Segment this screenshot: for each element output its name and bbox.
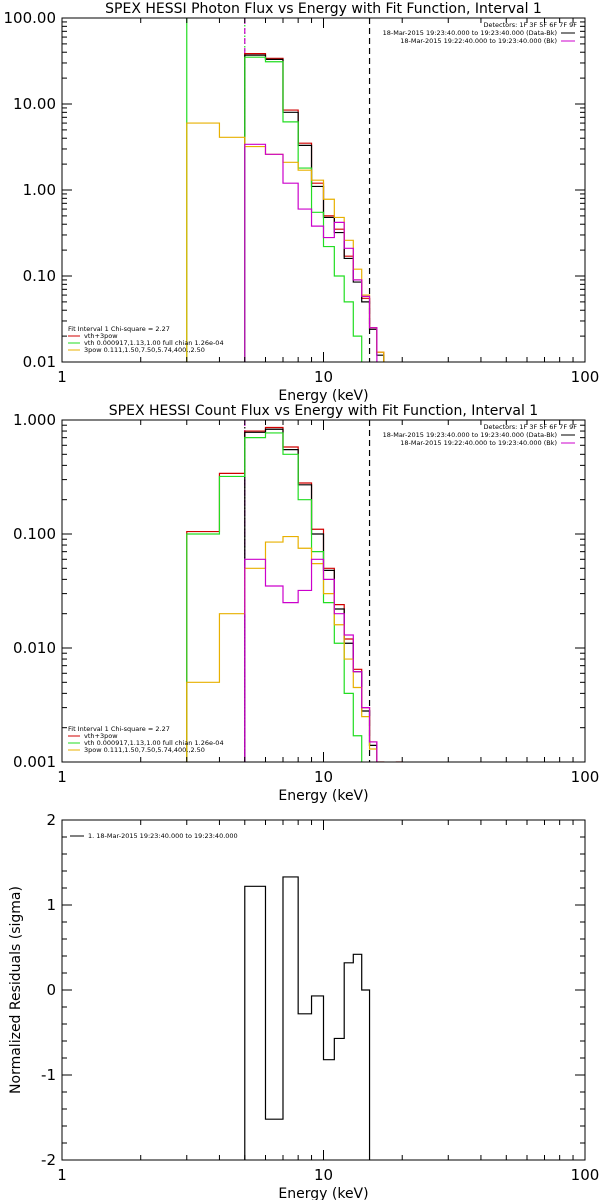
legend-label: vth 0.000917,1.13,1.00 full chian 1.26e-… <box>84 739 224 747</box>
y-tick-label: 0 <box>46 981 56 999</box>
chart-panel-2: SPEX HESSI Count Flux vs Energy with Fit… <box>13 403 599 804</box>
y-axis: 0.001 0.010 0.100 1.000 <box>13 411 585 771</box>
y-tick-label: 0.001 <box>13 753 56 771</box>
y-tick-label: 100.00 <box>4 9 57 27</box>
info-block: Detectors: 1F 3F 5F 6F 7F 9F18-Mar-2015 … <box>383 21 578 45</box>
legend-label: 3pow 0.111,1.50,7.50,5.74,400.,2.50 <box>84 346 205 354</box>
chart-panel-1: SPEX HESSI Photon Flux vs Energy with Fi… <box>4 1 600 404</box>
x-axis: 1 10 100 Energy (keV) <box>57 820 599 1200</box>
plot-area <box>244 876 371 1160</box>
legend-header: Fit Interval 1 Chi-square = 2.27 <box>68 725 170 733</box>
y-tick-label: 2 <box>46 811 56 829</box>
series-nonthermal <box>186 122 385 362</box>
time-range-bk: 18-Mar-2015 19:22:40.000 to 19:23:40.000… <box>400 439 557 447</box>
y-axis: -2 -1 0 1 2 Normalized Residuals (sigma) <box>8 811 585 1169</box>
y-tick-label: 0.010 <box>13 639 56 657</box>
series-residuals <box>244 876 371 1160</box>
chart-title: SPEX HESSI Count Flux vs Energy with Fit… <box>109 403 538 419</box>
x-tick-label: 10 <box>314 1166 333 1184</box>
info-block: Detectors: 1F 3F 5F 6F 7F 9F18-Mar-2015 … <box>383 423 578 447</box>
legend-label: 3pow 0.111,1.50,7.50,5.74,400.,2.50 <box>84 746 205 754</box>
detectors-text: Detectors: 1F 3F 5F 6F 7F 9F <box>483 21 577 29</box>
x-tick-label: 1 <box>57 368 67 386</box>
plot-area <box>186 18 385 362</box>
y-axis: 0.01 0.10 1.00 10.00 100.00 <box>4 9 585 371</box>
y-tick-label: 1.00 <box>23 181 56 199</box>
detectors-text: Detectors: 1F 3F 5F 6F 7F 9F <box>483 423 577 431</box>
legend: Fit Interval 1 Chi-square = 2.27vth+3pow… <box>68 725 224 754</box>
series-total <box>244 53 385 362</box>
y-tick-label: 0.10 <box>23 267 56 285</box>
x-tick-label: 100 <box>571 368 600 386</box>
y-tick-label: -1 <box>41 1066 56 1084</box>
legend-label: vth+3pow <box>84 732 118 740</box>
series-background <box>244 143 378 362</box>
legend-label: vth+3pow <box>84 332 118 340</box>
series-background <box>244 558 378 762</box>
x-tick-label: 100 <box>571 768 600 786</box>
x-tick-label: 1 <box>57 1166 67 1184</box>
series-nonthermal <box>186 535 378 762</box>
time-range-bk: 18-Mar-2015 19:22:40.000 to 19:23:40.000… <box>400 37 557 45</box>
x-axis: 1 10 100 Energy (keV) <box>57 420 599 804</box>
series-thermal <box>244 56 363 362</box>
y-tick-label: 1 <box>46 896 56 914</box>
chart-title: SPEX HESSI Photon Flux vs Energy with Fi… <box>105 1 542 17</box>
y-tick-label: 10.00 <box>13 95 56 113</box>
legend-label: 1. 18-Mar-2015 19:23:40.000 to 19:23:40.… <box>88 832 238 840</box>
x-axis-label: Energy (keV) <box>278 1186 368 1200</box>
y-tick-label: 1.000 <box>13 411 56 429</box>
x-axis: 1 10 100 Energy (keV) <box>57 18 599 404</box>
x-axis-label: Energy (keV) <box>278 788 368 804</box>
legend-label: vth 0.000917,1.13,1.00 full chian 1.26e-… <box>84 339 224 347</box>
y-tick-label: 0.01 <box>23 353 56 371</box>
legend: 1. 18-Mar-2015 19:23:40.000 to 19:23:40.… <box>70 832 238 840</box>
x-tick-label: 100 <box>571 1166 600 1184</box>
plot-area <box>186 420 403 762</box>
series-data <box>244 428 378 762</box>
y-tick-label: 0.100 <box>13 525 56 543</box>
time-range-data: 18-Mar-2015 19:23:40.000 to 19:23:40.000… <box>383 29 557 37</box>
y-axis-label: Normalized Residuals (sigma) <box>8 886 24 1094</box>
plot-frame <box>61 819 586 1161</box>
y-tick-label: -2 <box>41 1151 56 1169</box>
series-data <box>244 54 385 362</box>
x-axis-label: Energy (keV) <box>278 388 368 404</box>
series-thermal <box>186 432 363 762</box>
x-tick-label: 10 <box>314 768 333 786</box>
legend: Fit Interval 1 Chi-square = 2.27vth+3pow… <box>68 325 224 354</box>
chart-panel-3: 1 10 100 Energy (keV) -2 -1 0 1 2 Normalized Resi… <box>8 811 599 1200</box>
legend-header: Fit Interval 1 Chi-square = 2.27 <box>68 325 170 333</box>
x-tick-label: 10 <box>314 368 333 386</box>
time-range-data: 18-Mar-2015 19:23:40.000 to 19:23:40.000… <box>383 431 557 439</box>
x-tick-label: 1 <box>57 768 67 786</box>
